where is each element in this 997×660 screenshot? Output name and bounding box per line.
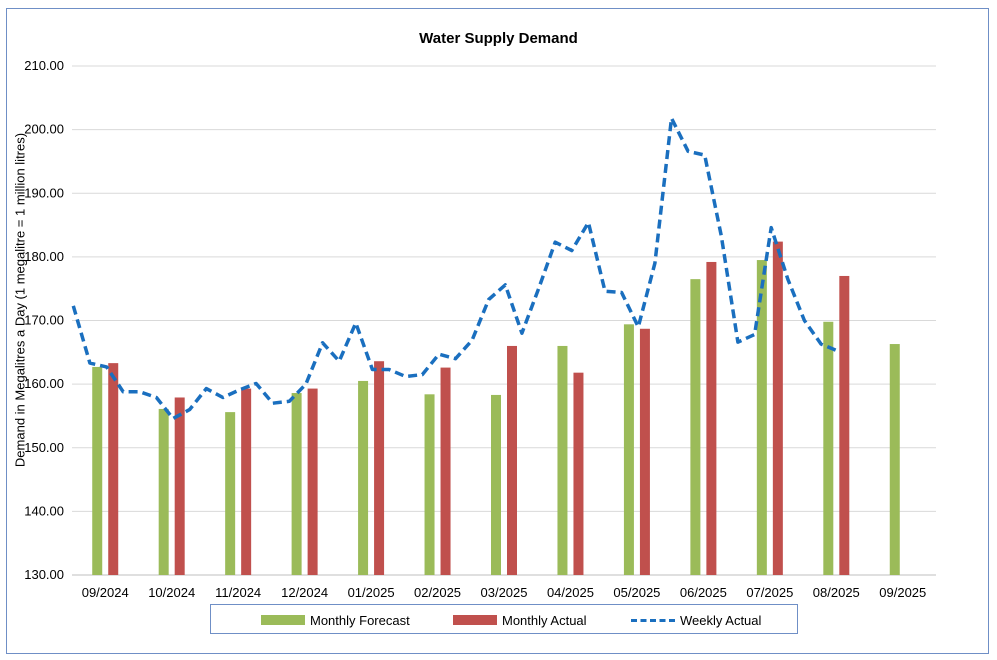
y-tick-label: 160.00 — [24, 376, 64, 391]
y-tick-label: 140.00 — [24, 503, 64, 518]
bar-monthly-forecast — [491, 394, 501, 575]
y-tick-label: 170.00 — [24, 313, 64, 328]
bar-monthly-actual — [108, 363, 119, 575]
bar-monthly-forecast — [158, 408, 169, 575]
x-tick-label: 06/2025 — [680, 585, 727, 600]
bar-monthly-forecast — [92, 366, 103, 575]
bar-monthly-actual — [706, 261, 717, 575]
x-tick-label: 04/2025 — [547, 585, 594, 600]
bar-monthly-actual — [573, 372, 584, 575]
x-tick-label: 02/2025 — [414, 585, 461, 600]
x-tick-label: 10/2024 — [148, 585, 195, 600]
bar-monthly-forecast — [424, 394, 435, 575]
bar-monthly-actual — [174, 397, 185, 575]
legend-label-actual: Monthly Actual — [502, 612, 587, 628]
x-tick-label: 05/2025 — [613, 585, 660, 600]
x-tick-label: 09/2025 — [879, 585, 926, 600]
x-tick-label: 03/2025 — [481, 585, 528, 600]
x-tick-label: 11/2024 — [215, 585, 261, 600]
legend-item-monthly-actual: Monthly Actual — [453, 611, 587, 629]
legend-item-monthly-forecast: Monthly Forecast — [261, 611, 410, 629]
x-tick-label: 09/2024 — [82, 585, 129, 600]
line-weekly-actual — [71, 116, 839, 421]
x-tick-label: 12/2024 — [281, 585, 328, 600]
bar-monthly-forecast — [557, 345, 568, 575]
y-tick-label: 180.00 — [24, 249, 64, 264]
legend-swatch-forecast — [261, 615, 305, 625]
bar-monthly-actual — [507, 345, 517, 575]
legend-label-weekly: Weekly Actual — [680, 612, 762, 628]
bar-monthly-actual — [639, 328, 650, 575]
y-tick-label: 190.00 — [24, 185, 64, 200]
legend-swatch-weekly — [631, 618, 675, 622]
y-tick-label: 200.00 — [24, 122, 64, 137]
bar-monthly-forecast — [690, 279, 701, 575]
y-tick-label: 130.00 — [24, 567, 64, 582]
x-tick-label: 07/2025 — [746, 585, 793, 600]
legend-item-weekly-actual: Weekly Actual — [631, 611, 761, 629]
bar-monthly-forecast — [756, 260, 767, 575]
y-tick-label: 210.00 — [24, 58, 64, 73]
legend-label-forecast: Monthly Forecast — [310, 612, 410, 628]
bar-monthly-forecast — [358, 380, 369, 575]
bar-monthly-forecast — [823, 321, 834, 575]
bar-monthly-actual — [772, 241, 783, 576]
legend: Monthly Forecast Monthly Actual Weekly A… — [210, 604, 798, 634]
x-tick-label: 01/2025 — [348, 585, 395, 600]
bar-monthly-forecast — [623, 324, 634, 575]
bar-monthly-actual — [241, 388, 252, 575]
bar-monthly-actual — [374, 361, 385, 575]
bar-monthly-actual — [307, 388, 318, 575]
legend-swatch-actual — [453, 615, 497, 625]
bar-monthly-actual — [839, 275, 850, 575]
y-tick-label: 150.00 — [24, 440, 64, 455]
x-tick-label: 08/2025 — [813, 585, 860, 600]
bar-monthly-forecast — [291, 393, 302, 575]
bar-monthly-forecast — [225, 412, 236, 575]
bar-monthly-actual — [440, 367, 451, 575]
chart-title: Water Supply Demand — [419, 30, 578, 47]
bar-monthly-forecast — [889, 344, 900, 575]
